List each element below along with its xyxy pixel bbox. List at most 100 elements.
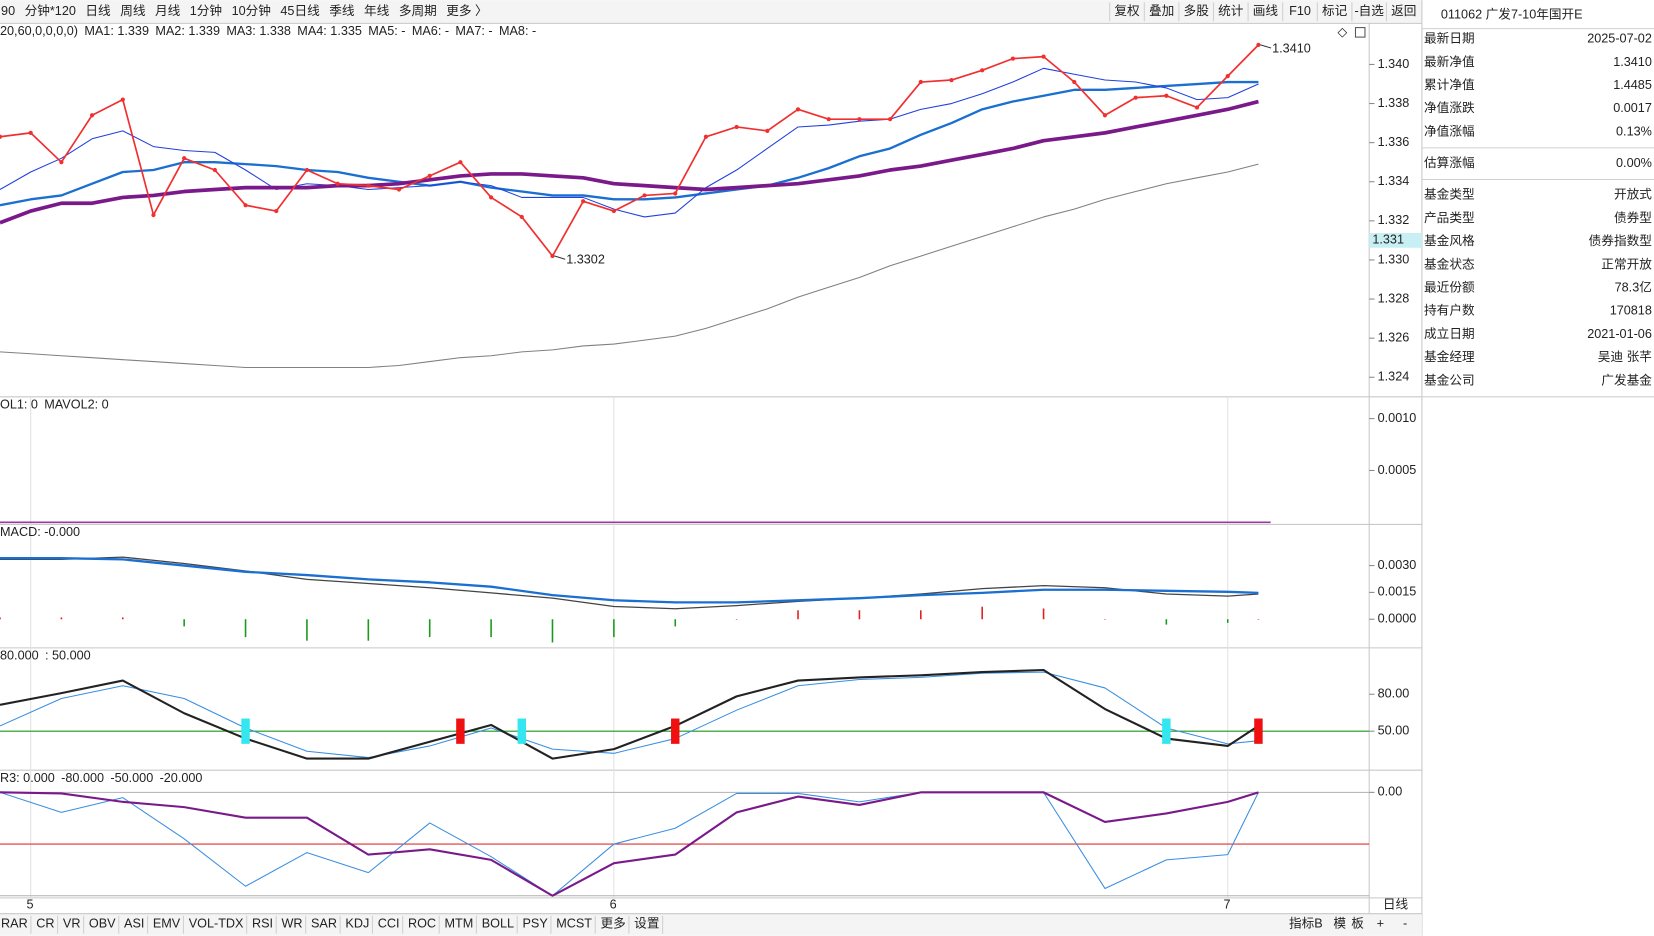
- point-marker: [151, 212, 156, 218]
- toolbar-button[interactable]: 叠加: [1149, 4, 1174, 18]
- indicator-legend: -20.000: [160, 771, 203, 785]
- indicator-legend: MA3: 1.338: [226, 24, 291, 38]
- histogram-bar: [367, 619, 370, 641]
- indicator-tab[interactable]: 设置: [634, 917, 659, 931]
- info-label: 基金类型: [1424, 187, 1475, 202]
- point-marker: [734, 124, 739, 130]
- indicator-tab[interactable]: KDJ: [345, 917, 369, 931]
- toolbar-button[interactable]: 多股: [1184, 4, 1210, 18]
- point-marker: [1194, 105, 1200, 110]
- label-pointer: [554, 255, 566, 260]
- info-label: 净值涨幅: [1424, 123, 1475, 138]
- toolbar-button[interactable]: F10: [1289, 4, 1311, 18]
- panel-tab[interactable]: -: [1403, 917, 1407, 931]
- series-line: [0, 668, 1260, 760]
- toolbar-button[interactable]: -自选: [1354, 4, 1384, 18]
- info-label: 最近份额: [1424, 280, 1475, 294]
- y-tick-label: 1.332: [1378, 213, 1410, 227]
- info-value: 2025-07-02: [1587, 32, 1652, 46]
- info-label: 基金风格: [1424, 233, 1475, 248]
- indicator-legend: MA5: -: [368, 24, 405, 38]
- period-tab[interactable]: 多周期: [399, 4, 437, 18]
- panel-tab[interactable]: +: [1377, 917, 1384, 931]
- period-tab[interactable]: 日线: [85, 4, 111, 18]
- toolbar-button[interactable]: 复权: [1114, 3, 1140, 18]
- y-tick-label: 0.0000: [1378, 612, 1417, 626]
- histogram-bar: [551, 619, 554, 643]
- panel-tab[interactable]: 指标B: [1289, 917, 1323, 931]
- period-tab[interactable]: 周线: [120, 4, 146, 18]
- histogram-bar: [1042, 608, 1045, 620]
- period-tab[interactable]: 1分钟: [190, 3, 222, 18]
- indicator-tab[interactable]: MTM: [444, 917, 473, 931]
- indicator-tab[interactable]: WR: [281, 917, 302, 931]
- point-marker: [59, 160, 64, 165]
- histogram-bar: [428, 619, 431, 638]
- y-tick-label: 1.338: [1378, 96, 1410, 110]
- info-value: 广发基金: [1601, 372, 1652, 387]
- histogram-bar: [674, 619, 677, 627]
- point-marker: [611, 208, 616, 214]
- indicator-legend: MA7: -: [455, 24, 492, 38]
- indicator-legend: MA1: 1.339: [84, 24, 149, 38]
- toolbar-button[interactable]: 统计: [1218, 4, 1244, 18]
- point-marker: [1256, 42, 1261, 47]
- window-icon[interactable]: [1354, 27, 1366, 38]
- indicator-legend: R3: 0.000: [0, 771, 55, 785]
- info-value: 吴迪 张芊: [1598, 349, 1652, 364]
- period-tab[interactable]: 年线: [364, 4, 390, 18]
- toolbar-button[interactable]: 画线: [1253, 4, 1279, 18]
- indicator-tab[interactable]: ROC: [408, 917, 436, 931]
- period-tab[interactable]: 更多 〉: [446, 4, 487, 18]
- point-marker: [642, 193, 647, 198]
- indicator-tab[interactable]: SAR: [311, 917, 337, 931]
- toolbar-button[interactable]: 标记: [1322, 4, 1348, 18]
- period-tab[interactable]: 季线: [329, 4, 355, 18]
- period-tab[interactable]: 10分钟: [232, 3, 271, 18]
- indicator-tab[interactable]: RSI: [252, 917, 273, 931]
- indicator-tab[interactable]: PSY: [522, 917, 548, 931]
- point-marker: [458, 160, 463, 165]
- panel-tab[interactable]: 板: [1351, 917, 1364, 931]
- panel-tab[interactable]: 模: [1333, 917, 1346, 931]
- indicator-tab[interactable]: BOLL: [482, 917, 514, 931]
- indicator-tab[interactable]: 更多: [600, 917, 625, 931]
- period-tab[interactable]: 45日线: [280, 4, 320, 18]
- current-price-tag: [1369, 233, 1422, 248]
- indicator-tab[interactable]: CCI: [378, 917, 400, 931]
- series-line: [0, 791, 1259, 897]
- toolbar-button[interactable]: 返回: [1391, 4, 1416, 18]
- point-marker: [703, 134, 709, 139]
- period-tab[interactable]: 90: [1, 4, 15, 18]
- indicator-tab[interactable]: VR: [63, 917, 81, 931]
- series-line: [0, 791, 1259, 897]
- signal-marker: [1254, 718, 1263, 744]
- signal-marker: [241, 718, 250, 744]
- y-tick-label: 0.0005: [1378, 463, 1417, 477]
- indicator-tab[interactable]: OBV: [89, 917, 116, 931]
- indicator-tab[interactable]: RAR: [1, 917, 28, 931]
- series-line: [0, 80, 1259, 207]
- point-marker: [1133, 95, 1138, 100]
- indicator-tab[interactable]: CR: [36, 917, 54, 931]
- info-label: 基金经理: [1424, 349, 1475, 364]
- y-tick-label: 50.00: [1378, 724, 1410, 738]
- info-label: 成立日期: [1424, 327, 1475, 341]
- indicator-tab[interactable]: EMV: [153, 917, 181, 931]
- period-tab[interactable]: 分钟*120: [25, 3, 76, 18]
- period-tab[interactable]: 月线: [155, 4, 181, 18]
- series-line: [0, 556, 1259, 610]
- point-marker: [795, 107, 801, 112]
- draw-icon[interactable]: ◇: [1338, 25, 1348, 39]
- y-tick-label: 1.330: [1378, 252, 1410, 266]
- label-pointer: [1260, 44, 1272, 49]
- point-marker: [673, 191, 678, 196]
- indicator-legend: MA8: -: [499, 24, 536, 38]
- indicator-tab[interactable]: VOL-TDX: [189, 917, 244, 931]
- point-marker: [89, 113, 95, 118]
- indicator-tab[interactable]: MCST: [556, 917, 592, 931]
- y-tick-label: 0.0010: [1378, 411, 1417, 425]
- y-tick-label: 1.334: [1378, 174, 1410, 188]
- indicator-tab[interactable]: ASI: [124, 917, 144, 931]
